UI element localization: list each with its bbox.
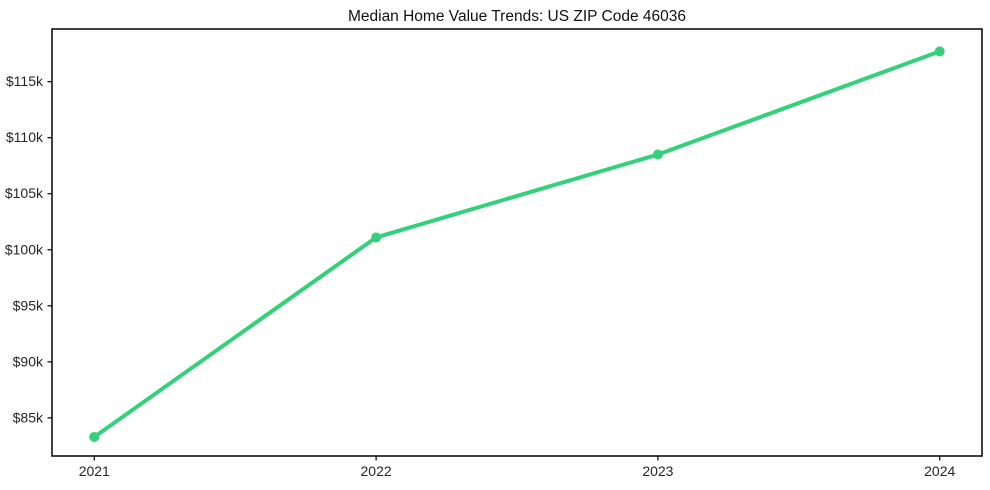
x-tick-label: 2021 xyxy=(79,463,110,479)
plot-area: $85k $90k $95k $100k $105k $110k $115k 2021 2022… xyxy=(5,28,983,479)
y-tick-label: $95k xyxy=(13,297,44,313)
chart-title: Median Home Value Trends: US ZIP Code 46… xyxy=(348,8,686,25)
plot-border xyxy=(51,28,983,457)
data-point xyxy=(371,232,382,243)
x-tick-label: 2024 xyxy=(924,463,955,479)
data-point xyxy=(652,149,663,160)
y-tick-label: $105k xyxy=(5,185,44,201)
x-tick-label: 2022 xyxy=(361,463,392,479)
y-tick-label: $100k xyxy=(5,241,44,257)
series-line xyxy=(92,49,942,439)
y-tick-label: $110k xyxy=(6,129,44,145)
y-tick-label: $90k xyxy=(13,353,44,369)
data-point xyxy=(934,46,945,57)
y-tick-label: $85k xyxy=(13,409,44,425)
y-tick-label: $115k xyxy=(6,73,44,89)
x-tick-label: 2023 xyxy=(642,463,673,479)
data-point xyxy=(89,431,100,442)
